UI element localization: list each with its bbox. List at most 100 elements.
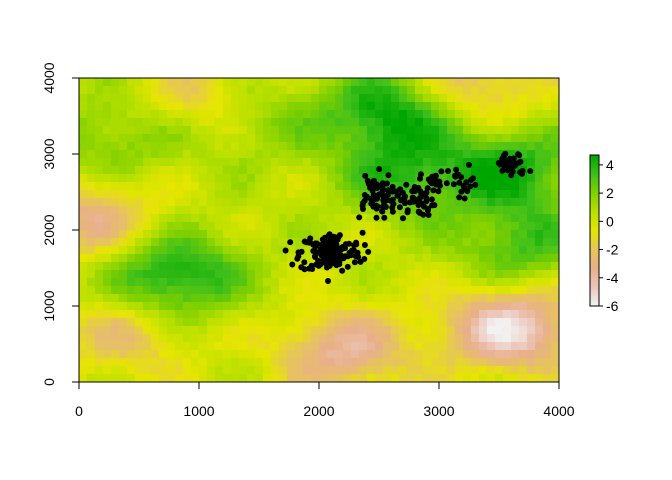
raster-cell [543, 366, 551, 374]
raster-cell [135, 126, 143, 134]
raster-cell [543, 254, 551, 262]
raster-cell [159, 222, 167, 230]
raster-cell [479, 374, 487, 382]
raster-cell [207, 246, 215, 254]
raster-cell [503, 318, 511, 326]
raster-cell [199, 158, 207, 166]
raster-cell [463, 342, 471, 350]
raster-cell [271, 358, 279, 366]
raster-cell [463, 118, 471, 126]
raster-cell [423, 134, 431, 142]
raster-cell [167, 182, 175, 190]
raster-cell [439, 270, 447, 278]
raster-cell [311, 230, 319, 238]
raster-cell [311, 326, 319, 334]
raster-cell [455, 182, 463, 190]
raster-cell [79, 374, 87, 382]
raster-cell [151, 366, 159, 374]
raster-cell [119, 166, 127, 174]
raster-cell [527, 174, 535, 182]
raster-cell [415, 302, 423, 310]
raster-cell [423, 294, 431, 302]
raster-cell [543, 230, 551, 238]
raster-cell [439, 134, 447, 142]
raster-cell [519, 134, 527, 142]
raster-cell [455, 230, 463, 238]
colorbar-swatch [590, 243, 599, 247]
data-point [319, 250, 326, 256]
raster-cell [239, 342, 247, 350]
raster-cell [175, 246, 183, 254]
raster-cell [327, 78, 335, 86]
raster-cell [175, 342, 183, 350]
raster-cell [119, 238, 127, 246]
raster-cell [247, 238, 255, 246]
raster-cell [119, 150, 127, 158]
raster-cell [551, 246, 559, 254]
raster-cell [223, 262, 231, 270]
raster-cell [551, 126, 559, 134]
raster-cell [223, 342, 231, 350]
raster-cell [239, 214, 247, 222]
raster-cell [183, 134, 191, 142]
raster-cell [263, 102, 271, 110]
raster-cell [135, 174, 143, 182]
raster-cell [119, 134, 127, 142]
raster-cell [503, 350, 511, 358]
raster-cell [327, 294, 335, 302]
raster-cell [351, 262, 359, 270]
raster-cell [119, 206, 127, 214]
raster-cell [231, 318, 239, 326]
raster-cell [247, 166, 255, 174]
raster-cell [223, 246, 231, 254]
raster-cell [535, 222, 543, 230]
raster-cell [343, 278, 351, 286]
raster-cell [87, 374, 95, 382]
raster-cell [263, 254, 271, 262]
raster-cell [151, 94, 159, 102]
raster-cell [463, 270, 471, 278]
raster-cell [375, 102, 383, 110]
raster-cell [79, 214, 87, 222]
raster-cell [127, 246, 135, 254]
raster-cell [255, 94, 263, 102]
data-point [361, 192, 368, 198]
raster-cell [399, 310, 407, 318]
raster-cell [335, 78, 343, 86]
raster-cell [535, 182, 543, 190]
raster-cell [551, 310, 559, 318]
data-point [406, 199, 413, 206]
raster-cell [455, 118, 463, 126]
raster-cell [455, 350, 463, 358]
raster-cell [199, 302, 207, 310]
raster-cell [311, 302, 319, 310]
raster-cell [159, 310, 167, 318]
raster-cell [431, 350, 439, 358]
raster-cell [519, 334, 527, 342]
raster-cell [231, 310, 239, 318]
raster-cell [439, 118, 447, 126]
raster-cell [247, 182, 255, 190]
raster-cell [239, 246, 247, 254]
raster-cell [167, 222, 175, 230]
raster-cell [359, 102, 367, 110]
raster-cell [215, 134, 223, 142]
raster-cell [407, 302, 415, 310]
raster-cell [191, 110, 199, 118]
raster-cell [135, 134, 143, 142]
raster-cell [215, 294, 223, 302]
raster-cell [167, 358, 175, 366]
raster-cell [343, 374, 351, 382]
raster-cell [247, 358, 255, 366]
raster-cell [135, 150, 143, 158]
raster-cell [255, 158, 263, 166]
raster-cell [447, 78, 455, 86]
raster-cell [175, 350, 183, 358]
raster-cell [511, 334, 519, 342]
raster-cell [359, 262, 367, 270]
raster-cell [167, 198, 175, 206]
raster-cell [495, 134, 503, 142]
raster-cell [239, 334, 247, 342]
raster-cell [119, 182, 127, 190]
raster-cell [263, 182, 271, 190]
